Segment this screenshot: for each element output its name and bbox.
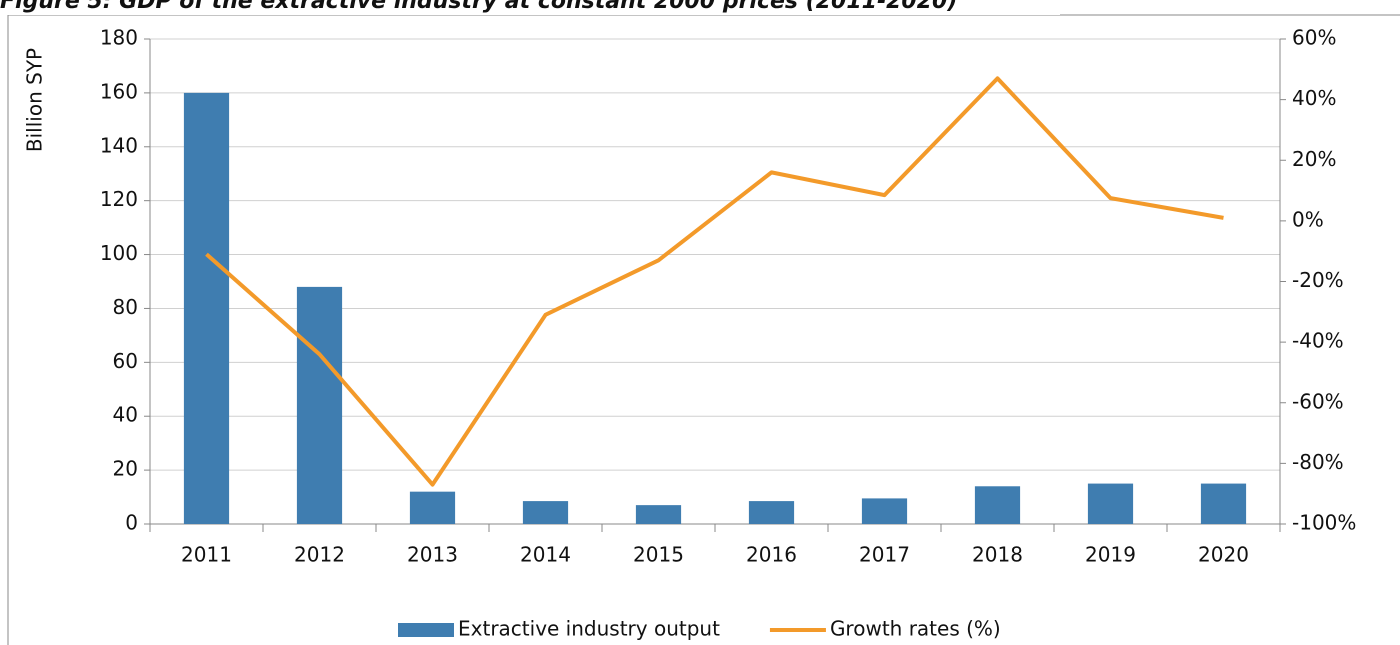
- y-tick-label: 120: [100, 187, 138, 211]
- y-tick-label: 40: [113, 403, 138, 427]
- bar: [1200, 483, 1247, 524]
- bar: [1087, 483, 1134, 524]
- y-tick-label: 0: [125, 511, 138, 535]
- x-tick-label: 2019: [1085, 543, 1136, 567]
- bar: [635, 505, 682, 524]
- y-tick-label: 80: [113, 295, 138, 319]
- y2-tick-label: 0%: [1292, 207, 1324, 231]
- x-tick-label: 2013: [407, 543, 458, 567]
- legend-swatch: [398, 623, 454, 637]
- bar: [861, 498, 908, 524]
- x-tick-label: 2018: [972, 543, 1023, 567]
- y-tick-label: 100: [100, 241, 138, 265]
- y-axis-label: Billion SYP: [23, 48, 47, 152]
- y-tick-label: 140: [100, 133, 138, 157]
- y2-tick-label: 20%: [1292, 147, 1336, 171]
- x-tick-label: 2016: [746, 543, 797, 567]
- y2-tick-label: -60%: [1292, 389, 1344, 413]
- x-tick-label: 2012: [294, 543, 345, 567]
- line: [205, 76, 1224, 487]
- y2-tick-label: 40%: [1292, 86, 1336, 110]
- x-tick-label: 2020: [1198, 543, 1249, 567]
- y2-tick-label: -100%: [1292, 511, 1356, 535]
- bar: [183, 92, 230, 524]
- bar: [748, 501, 795, 524]
- bar: [409, 491, 456, 524]
- y-tick-label: 160: [100, 79, 138, 103]
- bar: [974, 486, 1021, 524]
- bar: [522, 501, 569, 524]
- x-tick-label: 2011: [181, 543, 232, 567]
- bar: [296, 286, 343, 524]
- x-tick-label: 2014: [520, 543, 571, 567]
- y2-tick-label: 60%: [1292, 26, 1336, 50]
- x-tick-label: 2017: [859, 543, 910, 567]
- y2-tick-label: -20%: [1292, 268, 1344, 292]
- y-tick-label: 20: [113, 457, 138, 481]
- y-tick-label: 60: [113, 349, 138, 373]
- chart-title: Figure 5: GDP of the extractive industry…: [0, 0, 957, 14]
- y2-tick-label: -80%: [1292, 450, 1344, 474]
- title-bg: [0, 0, 1060, 15]
- y2-tick-label: -40%: [1292, 329, 1344, 353]
- legend-label: Extractive industry output: [458, 617, 720, 641]
- y-tick-label: 180: [100, 26, 138, 50]
- x-tick-label: 2015: [633, 543, 684, 567]
- legend-label: Growth rates (%): [830, 617, 1001, 641]
